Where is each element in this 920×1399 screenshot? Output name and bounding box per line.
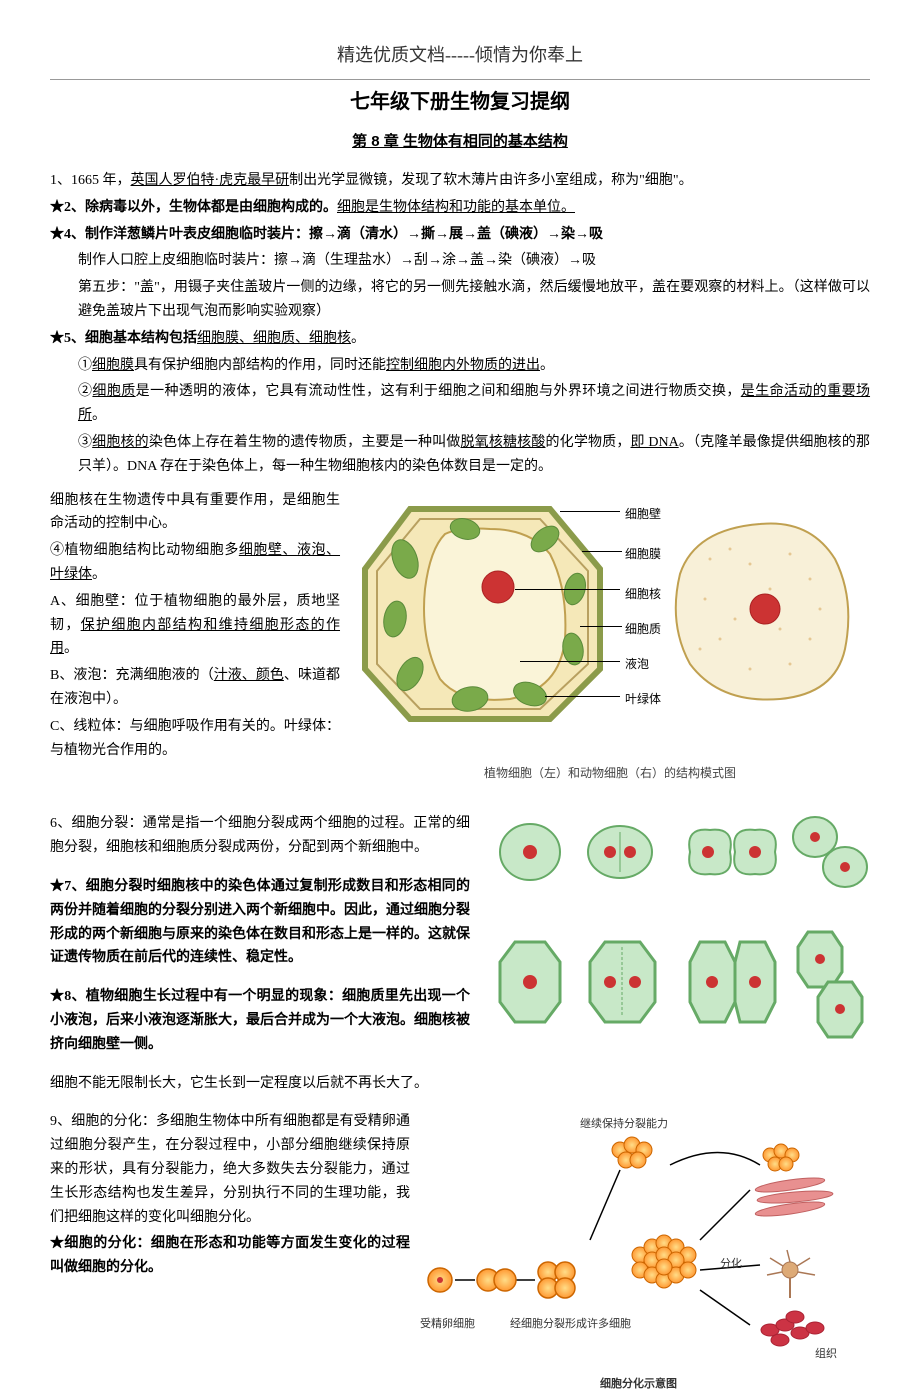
p5-B-text: B、液泡：充满细胞液的（ [50, 668, 214, 683]
p5-1b: 细胞膜 [92, 358, 134, 373]
mitosis-diagram [490, 812, 870, 1092]
p5-3e: 的化学物质， [546, 435, 631, 450]
line-wall [560, 511, 620, 512]
p6: 6、细胞分裂：通常是指一个细胞分裂成两个细胞的过程。正常的细胞分裂，细胞核和细胞… [50, 812, 470, 860]
paragraph-4: 第五步："盖"，用镊子夹住盖玻片一侧的边缘，将它的另一侧先接触水滴，然后缓慢地放… [50, 276, 870, 324]
paragraph-5-3: ③细胞核的染色体上存在着生物的遗传物质，主要是一种叫做脱氧核糖核酸的化学物质，即… [50, 431, 870, 479]
p5-B-u: 汁液、颜色 [214, 668, 284, 683]
p5-A: A、细胞壁：位于植物细胞的最外层，质地坚韧，保护细胞内部结构和维持细胞形态的作用… [50, 590, 340, 661]
p5-4: 细胞核在生物遗传中具有重要作用，是细胞生命活动的控制中心。 [50, 489, 340, 537]
paragraph-3: ★4、制作洋葱鳞片叶表皮细胞临时装片：擦→滴（清水）→撕→展→盖（碘液）→染→吸 [50, 223, 870, 247]
paragraph-5-1: ①细胞膜具有保护细胞内部结构的作用，同时还能控制细胞内外物质的进出。 [50, 354, 870, 378]
cell-caption: 植物细胞（左）和动物细胞（右）的结构模式图 [350, 763, 870, 783]
p8: ★8、植物细胞生长过程中有一个明显的现象：细胞质里先出现一个小液泡，后来小液泡逐… [50, 985, 470, 1056]
diff-svg [420, 1110, 870, 1390]
p5-3b: 细胞核的 [92, 435, 149, 450]
p1-prefix: 1、1665 年， [50, 173, 131, 188]
cell-structure-section: 细胞核在生物遗传中具有重要作用，是细胞生命活动的控制中心。 ④植物细胞结构比动物… [50, 489, 870, 763]
p1-underline: 英国人罗伯特·虎克最早研 [131, 173, 290, 188]
paragraph-2: ★2、除病毒以外，生物体都是由细胞构成的。细胞是生物体结构和功能的基本单位。 [50, 196, 870, 220]
division-section: 6、细胞分裂：通常是指一个细胞分裂成两个细胞的过程。正常的细胞分裂，细胞核和细胞… [50, 812, 870, 1095]
chapter-title: 第 8 章 生物体有相同的基本结构 [50, 129, 870, 155]
p5-1d: 控制细胞内外物质的进出 [386, 358, 540, 373]
label-wall: 细胞壁 [625, 504, 661, 524]
differentiation-section: 9、细胞的分化：多细胞生物体中所有细胞都是有受精卵通过细胞分裂产生，在分裂过程中… [50, 1110, 870, 1280]
line-vacuole [520, 661, 620, 662]
p2-prefix: ★2、除病毒以外，生物体都是由细胞构成的。 [50, 200, 337, 215]
paragraph-5-title: ★5、细胞基本结构包括细胞膜、细胞质、细胞核。 [50, 327, 870, 351]
p9b: ★细胞的分化：细胞在形态和功能等方面发生变化的过程叫做细胞的分化。 [50, 1232, 410, 1280]
label-many: 经细胞分裂形成许多细胞 [510, 1315, 631, 1334]
p5-3d: 脱氧核糖核酸 [461, 435, 546, 450]
p5-B: B、液泡：充满细胞液的（汁液、颜色、味道都在液泡中）。 [50, 664, 340, 712]
p2-underline: 细胞是生物体结构和功能的基本单位。 [337, 200, 575, 215]
header-note: 精选优质文档-----倾情为你奉上 [50, 40, 870, 71]
p5-5: ④植物细胞结构比动物细胞多细胞壁、液泡、叶绿体。 [50, 539, 340, 587]
p5-2a: ② [78, 384, 92, 399]
divider [50, 79, 870, 80]
label-tissue: 组织 [815, 1345, 837, 1364]
p5-1c: 具有保护细胞内部结构的作用，同时还能 [134, 358, 386, 373]
p9: 9、细胞的分化：多细胞生物体中所有细胞都是有受精卵通过细胞分裂产生，在分裂过程中… [50, 1110, 410, 1229]
p5-1e: 。 [540, 358, 554, 373]
label-differentiation: 分化 [720, 1255, 742, 1274]
p1-suffix: 制出光学显微镜，发现了软木薄片由许多小室组成，称为"细胞"。 [289, 173, 692, 188]
label-membrane: 细胞膜 [625, 544, 661, 564]
p7: ★7、细胞分裂时细胞核中的染色体通过复制形成数目和形态相同的两份并随着细胞的分裂… [50, 875, 470, 970]
label-vacuole: 液泡 [625, 654, 649, 674]
p5-5a: ④植物细胞结构比动物细胞多 [50, 543, 239, 558]
label-egg: 受精卵细胞 [420, 1315, 475, 1334]
line-cytoplasm [580, 626, 622, 627]
main-title: 七年级下册生物复习提纲 [50, 85, 870, 119]
label-nucleus: 细胞核 [625, 584, 661, 604]
paragraph-3b: 制作人口腔上皮细胞临时装片：擦→滴（生理盐水）→刮→涂→盖→染（碘液）→吸 [50, 249, 870, 273]
paragraph-1: 1、1665 年，英国人罗伯特·虎克最早研制出光学显微镜，发现了软木薄片由许多小… [50, 169, 870, 193]
mitosis-svg [490, 812, 870, 1092]
p5-5c: 。 [92, 567, 106, 582]
p8b: 细胞不能无限制长大，它生长到一定程度以后就不再长大了。 [50, 1072, 470, 1096]
p5-3c: 染色体上存在着生物的遗传物质，主要是一种叫做 [149, 435, 461, 450]
animal-cell-svg [660, 509, 860, 709]
line-membrane [582, 551, 622, 552]
p5-2b: 细胞质 [92, 384, 135, 399]
p5-C: C、线粒体：与细胞呼吸作用有关的。叶绿体：与植物光合作用的。 [50, 715, 340, 763]
line-chloroplast [545, 696, 620, 697]
p5-underline: 细胞膜、细胞质、细胞核 [197, 331, 351, 346]
p5-title: ★5、细胞基本结构包括 [50, 331, 197, 346]
p5-1a: ① [78, 358, 92, 373]
label-chloroplast: 叶绿体 [625, 689, 661, 709]
p5-2c: 是一种透明的液体，它具有流动性性，这有利于细胞之间和细胞与外界环境之间进行物质交… [136, 384, 741, 399]
diff-diagram: 继续保持分裂能力 分化 受精卵细胞 经细胞分裂形成许多细胞 组织 细胞分化示意图 [420, 1110, 870, 1390]
p5-2e: 。 [92, 408, 106, 423]
plant-cell-svg [350, 489, 620, 729]
p5-3a: ③ [78, 435, 92, 450]
diff-text: 9、细胞的分化：多细胞生物体中所有细胞都是有受精卵通过细胞分裂产生，在分裂过程中… [50, 1110, 410, 1280]
p5-A-suf: 。 [64, 641, 78, 656]
line-nucleus [515, 589, 620, 590]
content-body: 1、1665 年，英国人罗伯特·虎克最早研制出光学显微镜，发现了软木薄片由许多小… [50, 169, 870, 1280]
division-text: 6、细胞分裂：通常是指一个细胞分裂成两个细胞的过程。正常的细胞分裂，细胞核和细胞… [50, 812, 470, 1095]
cell-diagram: 细胞壁 细胞膜 细胞核 细胞质 液泡 叶绿体 植物细胞（左）和动物细胞（右）的结… [350, 489, 870, 749]
label-diff-title: 细胞分化示意图 [600, 1375, 677, 1394]
paragraph-5-2: ②细胞质是一种透明的液体，它具有流动性性，这有利于细胞之间和细胞与外界环境之间进… [50, 380, 870, 428]
p5-3f: 即 DNA [631, 435, 679, 450]
cell-text-column: 细胞核在生物遗传中具有重要作用，是细胞生命活动的控制中心。 ④植物细胞结构比动物… [50, 489, 340, 763]
p5-A-u: 保护细胞内部结构和维持细胞形态的作用 [50, 618, 340, 657]
label-keep-dividing: 继续保持分裂能力 [580, 1115, 668, 1134]
label-cytoplasm: 细胞质 [625, 619, 661, 639]
